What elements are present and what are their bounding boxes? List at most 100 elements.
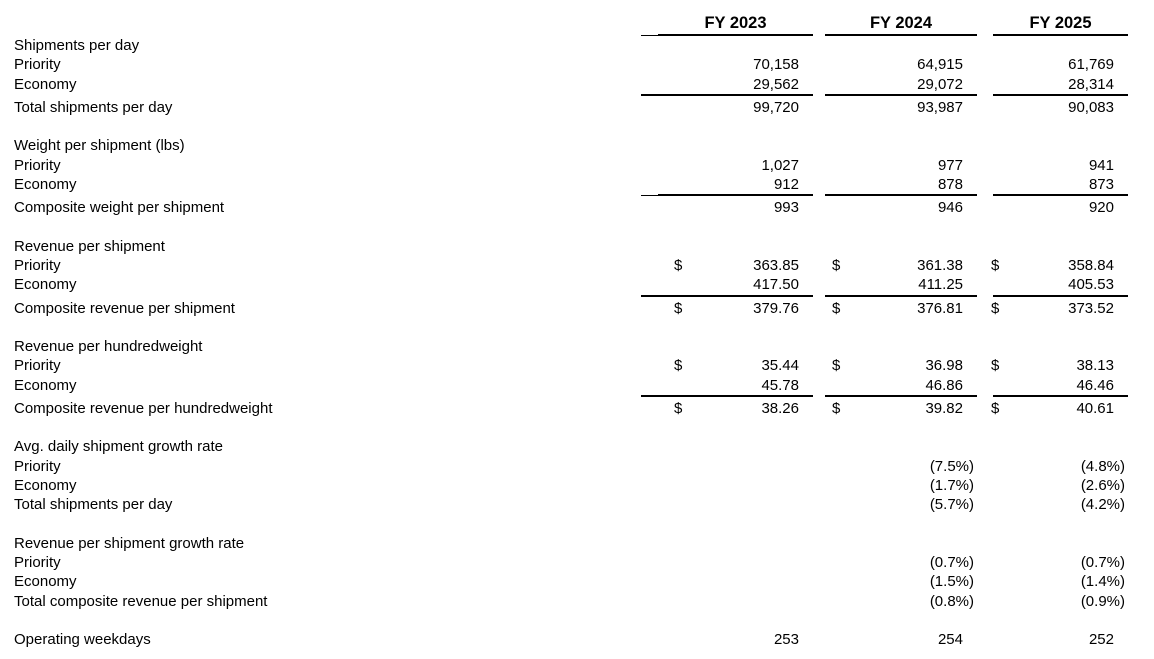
value-cell-fy-2023 — [658, 553, 813, 572]
row-label: Economy — [14, 75, 77, 93]
cell-value: (0.7%) — [929, 553, 974, 571]
value-cell-fy-2025: 941 — [993, 156, 1128, 175]
section-title: Shipments per day — [14, 37, 140, 54]
value-cell-fy-2025: $358.84 — [991, 256, 1128, 275]
value-cell-fy-2025: $38.13 — [991, 356, 1128, 375]
table-row-economy: Economy (1.7%) (2.6%) — [0, 476, 1154, 495]
currency-symbol: $ — [832, 299, 841, 317]
section-title: Revenue per shipment — [14, 237, 165, 255]
value-cell-fy-2024: 93,987 — [825, 98, 977, 117]
cell-value: (1.7%) — [929, 476, 974, 494]
table-row-total-composite-revenue-per-shipment: Total composite revenue per shipment (0.8… — [0, 592, 1154, 611]
table-row-priority: Priority $35.44 $36.98 $38.13 — [0, 356, 1154, 375]
section-title: Weight per shipment (lbs) — [14, 137, 185, 155]
currency-symbol: $ — [832, 399, 841, 417]
value-cell-fy-2025: $373.52 — [991, 299, 1128, 318]
row-label: Economy — [14, 376, 77, 394]
section-title: Revenue per hundredweight — [14, 337, 203, 355]
currency-symbol: $ — [674, 299, 683, 317]
value-cell-fy-2024: $376.81 — [825, 299, 977, 318]
section-revenue-per-hundredweight: Revenue per hundredweight Priority $35.44 $… — [0, 337, 1154, 418]
cell-value: 912 — [773, 175, 799, 193]
cell-value: 38.13 — [1076, 357, 1114, 375]
cell-value: 373.52 — [1068, 299, 1114, 317]
cell-value: 38.26 — [761, 399, 799, 417]
header-spacer — [0, 13, 658, 36]
value-cell-fy-2025: (0.7%) — [993, 553, 1128, 572]
value-cell-fy-2024: (0.8%) — [825, 592, 977, 611]
cell-value: (5.7%) — [929, 496, 974, 514]
currency-symbol: $ — [991, 399, 1000, 417]
cell-value: 40.61 — [1076, 399, 1114, 417]
value-cell-fy-2023: $363.85 — [658, 256, 813, 275]
value-cell-fy-2023 — [658, 572, 813, 591]
row-label: Priority — [14, 56, 61, 74]
section-title-row: Revenue per hundredweight — [0, 337, 1154, 356]
column-header-fy-2025: FY 2025 — [993, 13, 1128, 36]
value-cell-fy-2025: 90,083 — [993, 98, 1128, 117]
cell-value: 920 — [1088, 199, 1114, 217]
section-operating-weekdays: Operating weekdays 253 254 252 — [0, 630, 1154, 649]
cell-value: 29,562 — [753, 75, 799, 93]
column-header-fy-2024: FY 2024 — [825, 13, 977, 36]
table-row-economy: Economy 45.78 46.86 46.46 — [0, 376, 1154, 398]
cell-value: 90,083 — [1068, 98, 1114, 116]
section-title-row: Revenue per shipment growth rate — [0, 534, 1154, 553]
cell-value: 878 — [937, 175, 963, 193]
row-label: Economy — [14, 276, 77, 294]
value-cell-fy-2023 — [658, 592, 813, 611]
cell-value: 46.86 — [925, 376, 963, 394]
cell-value: (4.8%) — [1080, 457, 1125, 475]
row-label-total: Composite weight per shipment — [14, 199, 225, 217]
value-cell-fy-2024: (5.7%) — [825, 495, 977, 514]
cell-value: 35.44 — [761, 357, 799, 375]
value-cell-fy-2024: (0.7%) — [825, 553, 977, 572]
row-label: Priority — [14, 256, 61, 274]
cell-value: 941 — [1088, 156, 1114, 174]
table-body: Shipments per day Priority 70,158 64,915 61,… — [0, 36, 1154, 649]
currency-symbol: $ — [674, 357, 683, 375]
cell-value: 361.38 — [917, 256, 963, 274]
value-cell-fy-2025: (4.2%) — [993, 495, 1128, 514]
cell-value: (0.9%) — [1080, 592, 1125, 610]
table-row-priority: Priority (0.7%) (0.7%) — [0, 553, 1154, 572]
value-cell-fy-2023: $38.26 — [658, 399, 813, 418]
row-label-total: Total shipments per day — [14, 496, 173, 514]
table-row-economy: Economy 29,562 29,072 28,314 — [0, 75, 1154, 97]
value-cell-fy-2024: $361.38 — [825, 256, 977, 275]
table-row-priority: Priority (7.5%) (4.8%) — [0, 457, 1154, 476]
section-title-row: Revenue per shipment — [0, 237, 1154, 256]
value-cell-fy-2023: 70,158 — [658, 55, 813, 74]
row-label-total: Composite revenue per hundredweight — [14, 399, 273, 417]
section-revenue-per-shipment-growth-rate: Revenue per shipment growth rate Priority… — [0, 534, 1154, 611]
value-cell-fy-2024: $39.82 — [825, 399, 977, 418]
row-label: Priority — [14, 457, 61, 475]
value-cell-fy-2023: 912 — [641, 175, 813, 197]
cell-value: 358.84 — [1068, 256, 1114, 274]
value-cell-fy-2024: (1.5%) — [825, 572, 977, 591]
table-row-priority: Priority 70,158 64,915 61,769 — [0, 55, 1154, 74]
section-weight-per-shipment-lbs: Weight per shipment (lbs) Priority 1,027 97… — [0, 136, 1154, 217]
cell-value: (4.2%) — [1080, 496, 1125, 514]
table-row-economy: Economy 912 878 873 — [0, 175, 1154, 197]
value-cell-fy-2024: (7.5%) — [825, 457, 977, 476]
value-cell-fy-2025: (2.6%) — [993, 476, 1128, 495]
cell-value: 993 — [773, 199, 799, 217]
cell-value: 379.76 — [753, 299, 799, 317]
cell-value: 70,158 — [753, 56, 799, 74]
value-cell-fy-2024: 977 — [825, 156, 977, 175]
row-label-total: Total shipments per day — [14, 98, 173, 116]
cell-value: 252 — [1088, 630, 1114, 648]
value-cell-fy-2025: 28,314 — [993, 75, 1128, 96]
cell-value: 93,987 — [917, 98, 963, 116]
row-label: Operating weekdays — [14, 630, 151, 648]
cell-value: 253 — [773, 630, 799, 648]
cell-value: 376.81 — [917, 299, 963, 317]
value-cell-fy-2023: 417.50 — [641, 275, 813, 297]
row-label-total: Composite revenue per shipment — [14, 299, 235, 317]
cell-value: 61,769 — [1068, 56, 1114, 74]
currency-symbol: $ — [991, 256, 1000, 274]
value-cell-fy-2025: 920 — [993, 198, 1128, 217]
section-title-row: Avg. daily shipment growth rate — [0, 437, 1154, 456]
